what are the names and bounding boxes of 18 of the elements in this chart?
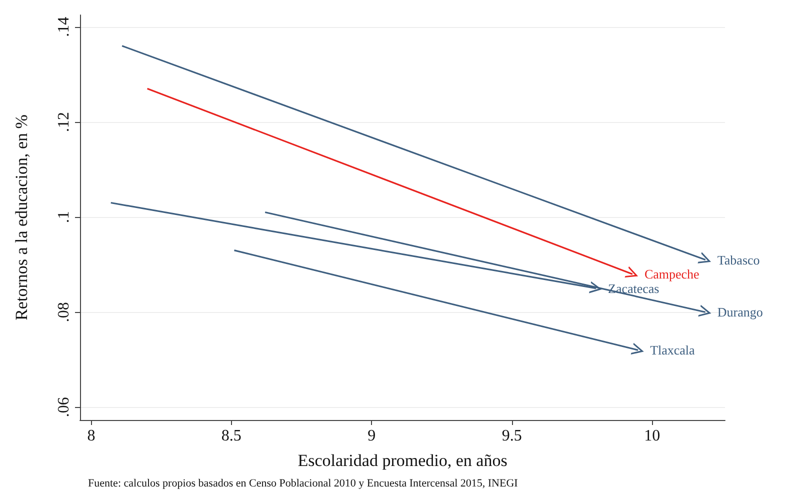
series-label: Campeche bbox=[644, 266, 700, 282]
series-label: Tabasco bbox=[717, 252, 760, 268]
y-tick-label: .14 bbox=[56, 16, 72, 37]
y-axis-title: Retornos a la educacion, en % bbox=[12, 114, 31, 320]
series-label: Durango bbox=[717, 304, 763, 320]
x-tick-label: 10 bbox=[644, 428, 660, 444]
series-label: Zacatecas bbox=[608, 280, 660, 296]
x-tick-label: 8.5 bbox=[221, 428, 242, 444]
x-tick-label: 9.5 bbox=[502, 428, 522, 444]
y-tick-label: .06 bbox=[56, 397, 72, 418]
x-tick-label: 8 bbox=[87, 428, 96, 444]
series-label: Tlaxcala bbox=[650, 342, 696, 358]
y-tick-label: .08 bbox=[56, 302, 72, 322]
y-tick-label: .1 bbox=[56, 211, 72, 224]
x-axis-title: Escolaridad promedio, en años bbox=[298, 451, 508, 470]
source-note: Fuente: calculos propios basados en Censo Poblacional 2010 y Encuesta Intercensal 2015, INEGI bbox=[88, 478, 518, 490]
y-tick-label: .12 bbox=[56, 112, 72, 132]
x-tick-label: 9 bbox=[368, 428, 376, 444]
